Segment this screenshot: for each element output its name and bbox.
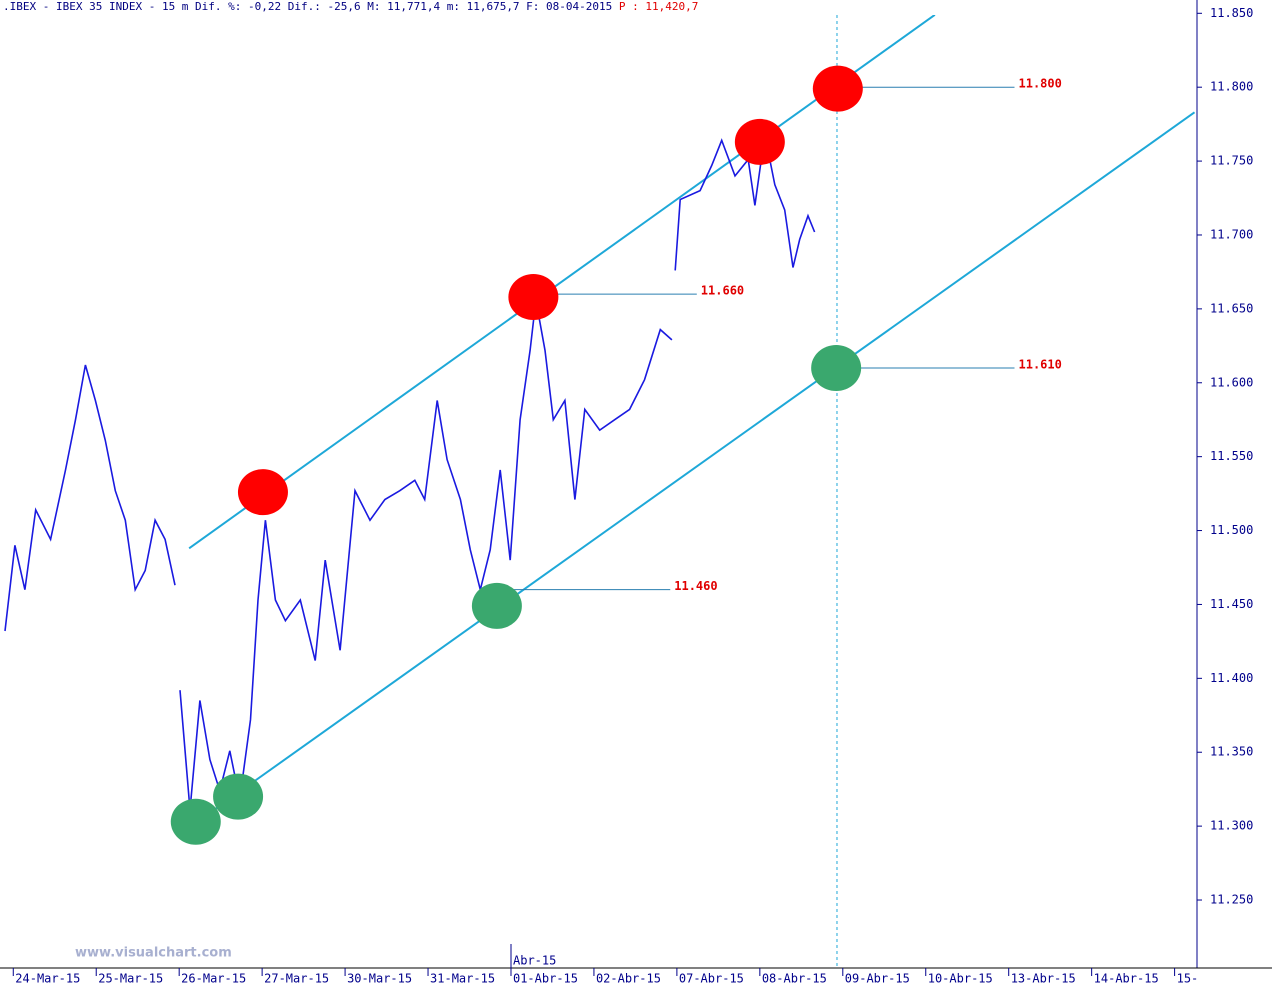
y-tick-label: 11.500 xyxy=(1210,523,1253,537)
x-tick-label: 25-Mar-15 xyxy=(98,972,163,986)
x-tick-label: 27-Mar-15 xyxy=(264,972,329,986)
resistance-point xyxy=(734,118,785,165)
y-tick-label: 11.650 xyxy=(1210,301,1253,315)
resistance-point xyxy=(508,274,559,321)
resistance-point xyxy=(237,469,288,516)
y-tick-label: 11.800 xyxy=(1210,80,1253,94)
level-label: 11.460 xyxy=(674,579,717,593)
x-tick-label: 14-Abr-15 xyxy=(1094,972,1159,986)
price-line xyxy=(674,134,816,271)
price-label: P : 11,420,7 xyxy=(619,0,698,13)
support-point xyxy=(471,582,522,629)
month-label: Abr-15 xyxy=(513,954,556,968)
plot-area: 11.800 11.660 11.610 11.460 xyxy=(4,13,1196,968)
support-point xyxy=(213,773,264,820)
support-point xyxy=(811,344,862,391)
price-line xyxy=(4,364,176,632)
x-tick-label: 13-Abr-15 xyxy=(1011,972,1076,986)
y-tick-label: 11.750 xyxy=(1210,154,1253,168)
x-tick-label: 30-Mar-15 xyxy=(347,972,412,986)
y-tick-label: 11.600 xyxy=(1210,375,1253,389)
watermark: www.visualchart.com xyxy=(75,946,232,961)
y-tick-label: 11.850 xyxy=(1210,6,1253,20)
channel-line xyxy=(188,13,936,550)
x-tick-label: 09-Abr-15 xyxy=(845,972,910,986)
level-label: 11.800 xyxy=(1019,77,1062,91)
header: .IBEX - IBEX 35 INDEX - 15 m Dif. %: -0,… xyxy=(3,0,698,13)
y-tick-label: 11.350 xyxy=(1210,745,1253,759)
y-tick-label: 11.450 xyxy=(1210,597,1253,611)
price-line xyxy=(179,299,673,810)
header-text: .IBEX - IBEX 35 INDEX - 15 m Dif. %: -0,… xyxy=(3,0,612,13)
x-tick-label: 24-Mar-15 xyxy=(15,972,80,986)
header-bg xyxy=(0,0,1197,15)
x-tick-label: 01-Abr-15 xyxy=(513,972,578,986)
x-tick-label: 07-Abr-15 xyxy=(679,972,744,986)
y-tick-label: 11.300 xyxy=(1210,819,1253,833)
y-tick-label: 11.550 xyxy=(1210,449,1253,463)
x-tick-label: 31-Mar-15 xyxy=(430,972,495,986)
y-tick-label: 11.250 xyxy=(1210,893,1253,907)
level-label: 11.660 xyxy=(701,284,744,298)
resistance-point xyxy=(812,65,863,112)
x-tick-label: 15- xyxy=(1177,972,1199,986)
level-label: 11.610 xyxy=(1019,357,1062,371)
x-tick-label: 26-Mar-15 xyxy=(181,972,246,986)
x-tick-label: 02-Abr-15 xyxy=(596,972,661,986)
x-tick-label: 08-Abr-15 xyxy=(762,972,827,986)
y-tick-label: 11.700 xyxy=(1210,227,1253,241)
y-tick-label: 11.400 xyxy=(1210,671,1253,685)
support-point xyxy=(170,798,221,845)
channel-line xyxy=(188,111,1196,829)
x-tick-label: 10-Abr-15 xyxy=(928,972,993,986)
